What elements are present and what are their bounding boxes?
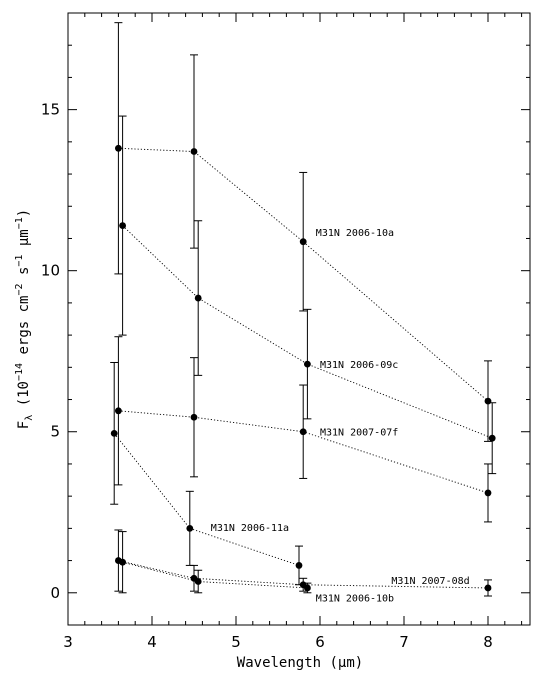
x-tick-label: 7 bbox=[399, 633, 409, 651]
data-point bbox=[304, 360, 311, 368]
series-line bbox=[113, 433, 300, 566]
y-tick-label: 5 bbox=[50, 423, 60, 441]
y-tick-label: 0 bbox=[50, 584, 60, 602]
y-axis-exp-1: −14 bbox=[14, 363, 25, 381]
y-tick-label: 10 bbox=[41, 262, 60, 280]
y-axis-symbol: F bbox=[16, 421, 32, 429]
y-axis-exp-3: −1 bbox=[14, 255, 25, 267]
series-line bbox=[118, 560, 489, 589]
data-point bbox=[119, 222, 126, 229]
x-tick-label: 5 bbox=[231, 633, 241, 651]
y-axis-title: Fλ (10−14 ergs cm−2 s−1 μm−1) bbox=[14, 209, 35, 429]
y-axis-exp-4: −1 bbox=[14, 217, 25, 229]
x-tick-label: 3 bbox=[63, 633, 73, 651]
data-point bbox=[295, 562, 303, 569]
data-point bbox=[488, 434, 496, 442]
data-point bbox=[186, 524, 194, 532]
y-axis-text-a: (10 bbox=[16, 381, 32, 415]
x-tick-label: 4 bbox=[147, 633, 157, 651]
series-label: M31N 2006-09c bbox=[320, 360, 398, 371]
data-point bbox=[194, 294, 202, 302]
data-point bbox=[299, 428, 307, 436]
series-label: M31N 2007-07f bbox=[320, 428, 398, 439]
data-point bbox=[190, 413, 198, 421]
series-label: M31N 2006-10b bbox=[316, 594, 394, 605]
data-point bbox=[299, 238, 307, 246]
tick-labels: 3 4 5 6 7 8 0 5 10 15 bbox=[41, 101, 493, 651]
data-point bbox=[304, 584, 311, 592]
data-point bbox=[115, 144, 122, 152]
data-point bbox=[190, 148, 198, 155]
data-points bbox=[110, 144, 496, 592]
series-lines bbox=[113, 147, 493, 589]
series-labels: M31N 2006-10a M31N 2006-09c M31N 2007-07f M… bbox=[211, 228, 470, 605]
y-axis-text-d: μm bbox=[16, 229, 32, 254]
series-label: M31N 2006-11a bbox=[211, 523, 289, 534]
axis-ticks bbox=[67, 12, 530, 626]
data-point bbox=[194, 578, 202, 585]
data-point bbox=[484, 489, 492, 497]
data-point bbox=[484, 584, 492, 592]
series-line bbox=[122, 225, 493, 439]
plot-frame bbox=[67, 12, 531, 626]
series-line bbox=[118, 147, 489, 402]
y-axis-exp-2: −2 bbox=[14, 283, 25, 295]
y-axis-text-e: ) bbox=[16, 209, 32, 217]
x-tick-label: 6 bbox=[315, 633, 325, 651]
y-axis-subscript: λ bbox=[24, 415, 35, 421]
data-point bbox=[484, 397, 492, 405]
x-axis-title: Wavelength (μm) bbox=[237, 655, 363, 671]
y-axis-text-b: ergs cm bbox=[16, 296, 32, 363]
y-axis-text-c: s bbox=[16, 267, 32, 284]
error-bars bbox=[110, 22, 497, 597]
y-tick-label: 15 bbox=[41, 101, 60, 119]
series-label: M31N 2007-08d bbox=[391, 576, 469, 587]
data-point bbox=[119, 558, 126, 566]
series-label: M31N 2006-10a bbox=[316, 228, 394, 239]
data-point bbox=[110, 429, 118, 437]
series-line bbox=[122, 561, 308, 589]
x-tick-label: 8 bbox=[483, 633, 493, 651]
data-point bbox=[115, 407, 122, 415]
